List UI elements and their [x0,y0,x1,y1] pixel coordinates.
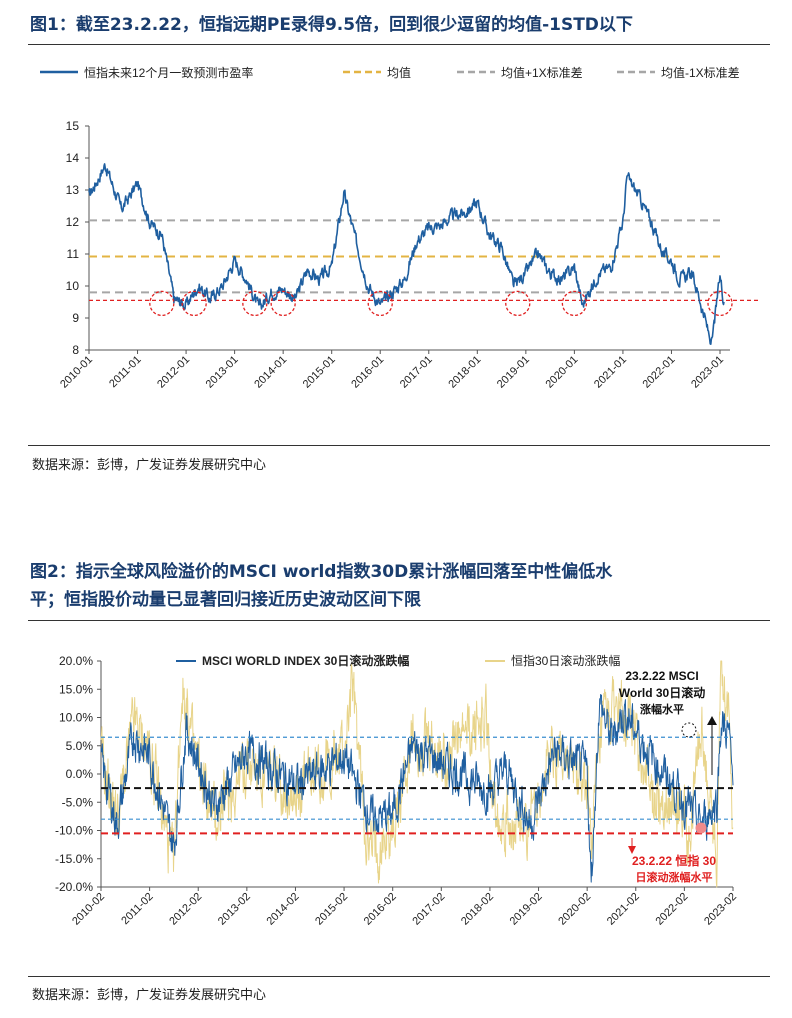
pe-highlight-circle [505,290,531,317]
pe-x-tick-label: 2019-01 [495,354,532,391]
momentum-x-tick-label: 2014-02 [265,891,302,928]
figure2-top-rule [28,620,770,621]
momentum-chart: MSCI WORLD INDEX 30日滚动涨跌幅 恒指30日滚动涨跌幅 20.0%… [55,653,739,928]
pe-x-tick-label: 2014-01 [252,354,289,391]
momentum-x-tick-label: 2015-02 [313,891,350,928]
momentum-y-tick-label: 15.0% [59,682,93,696]
pe-highlight-circle [707,290,733,317]
momentum-y-tick-label: -10.0% [55,824,93,838]
pe-y-tick-label: 12 [66,215,80,229]
msci-annotation-text: World 30日滚动 [619,685,705,700]
momentum-y-tick-label: 5.0% [66,739,94,753]
pe-x-tick-label: 2021-01 [592,354,629,391]
momentum-x-tick-label: 2022-02 [653,891,690,928]
pe-highlight-circle [270,290,296,317]
pe-x-tick-label: 2018-01 [446,354,483,391]
figure1-top-rule [28,44,770,45]
pe-y-tick-label: 15 [66,119,80,133]
pe-legend-label-1: 均值 [387,65,411,80]
pe-x-tick-label: 2013-01 [204,354,241,391]
pe-x-tick-label: 2023-01 [689,354,726,391]
pe-x-tick-label: 2017-01 [398,354,435,391]
pe-x-tick-label: 2020-01 [543,354,580,391]
hsi-marker-dot [695,822,707,834]
pe-x-tick-label: 2011-01 [107,354,143,390]
momentum-x-tick-label: 2018-02 [459,891,496,928]
momentum-x-tick-label: 2013-02 [216,891,253,928]
momentum-y-tick-label: 20.0% [59,654,93,668]
pe-x-tick-label: 2022-01 [641,354,678,391]
pe-x-tick-label: 2012-01 [155,354,192,391]
pe-y-tick-label: 9 [72,311,79,325]
momentum-x-tick-label: 2017-02 [410,891,447,928]
figure2-title: 图2：指示全球风险溢价的MSCI world指数30D累计涨幅回落至中性偏低水 … [30,562,613,610]
msci-annotation-text: 23.2.22 MSCI [625,669,698,683]
momentum-x-tick-label: 2020-02 [556,891,593,928]
momentum-x-tick-label: 2016-02 [362,891,399,928]
pe-y-tick-label: 13 [66,183,80,197]
hsi-arrow-head [628,846,636,854]
pe-series-line [88,163,725,345]
momentum-x-tick-label: 2010-02 [70,891,107,928]
pe-y-tick-label: 11 [67,247,80,261]
momentum-y-tick-label: -20.0% [55,880,93,894]
figure1-title: 图1：截至23.2.22，恒指远期PE录得9.5倍，回到很少逗留的均值-1STD… [30,15,633,35]
hsi-annotation-text: 日滚动涨幅水平 [636,870,713,884]
figure2-source: 数据来源：彭博，广发证券发展研究中心 [32,988,267,1003]
pe-x-tick-label: 2010-01 [58,354,95,391]
figure1-bottom-rule [28,445,770,446]
momentum-y-tick-label: -15.0% [55,852,93,866]
momentum-y-tick-label: 10.0% [59,711,93,725]
hsi-annotation-text: 23.2.22 恒指 30 [632,853,716,868]
figure2-bottom-rule [28,976,770,977]
pe-legend-label-0: 恒指未来12个月一致预测市盈率 [84,65,253,80]
pe-legend-label-3: 均值-1X标准差 [661,65,740,80]
momentum-x-tick-label: 2021-02 [605,891,642,928]
figure1-source: 数据来源：彭博，广发证券发展研究中心 [32,458,267,473]
momentum-x-tick-label: 2019-02 [508,891,545,928]
pe-legend-label-2: 均值+1X标准差 [501,65,583,80]
msci-marker-circle [681,722,697,738]
pe-y-tick-label: 14 [66,151,80,165]
momentum-legend-label-0: MSCI WORLD INDEX 30日滚动涨跌幅 [202,653,409,668]
msci-annotation-text: 涨幅水平 [640,702,684,716]
pe-highlight-circle [149,290,175,317]
pe-y-tick-label: 10 [66,279,80,293]
pe-highlight-circle [367,290,393,317]
momentum-y-tick-label: -5.0% [62,795,94,809]
momentum-x-tick-label: 2023-02 [702,891,739,928]
pe-chart: 恒指未来12个月一致预测市盈率 均值 均值+1X标准差 均值-1X标准差 8 9 10 11 1… [40,65,760,391]
msci-momentum-line [100,694,734,883]
pe-highlight-circle [561,290,588,317]
msci-arrow-head [707,716,717,725]
pe-highlight-circle [242,290,268,317]
momentum-x-tick-label: 2012-02 [167,891,204,928]
pe-x-tick-label: 2015-01 [301,354,338,391]
momentum-y-tick-label: 0.0% [66,767,94,781]
pe-y-tick-label: 8 [72,343,79,357]
momentum-x-tick-label: 2011-02 [119,891,155,927]
pe-highlight-circle [181,290,207,317]
momentum-legend-label-1: 恒指30日滚动涨跌幅 [511,653,620,668]
pe-x-tick-label: 2016-01 [349,354,386,391]
